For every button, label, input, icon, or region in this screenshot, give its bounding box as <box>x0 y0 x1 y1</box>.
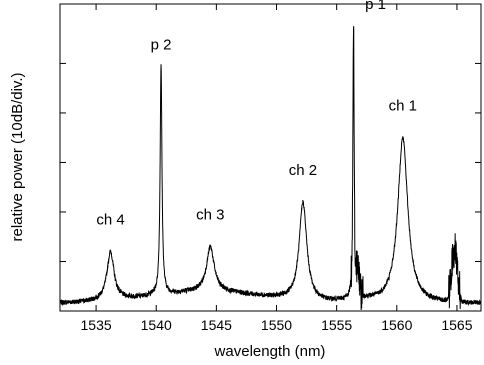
peak-label: ch 2 <box>289 162 317 179</box>
peak-label: p 2 <box>151 37 172 54</box>
x-axis-title: wavelength (nm) <box>214 343 326 360</box>
spectrum-series-line <box>59 26 482 311</box>
peak-label: ch 4 <box>96 211 124 228</box>
plot-frame <box>59 3 482 312</box>
peak-labels: ch 4 p 2 ch 3 ch 2 p 1 ch 1 <box>96 0 417 228</box>
y-axis-ticks <box>60 62 481 312</box>
peak-label: p 1 <box>365 0 386 13</box>
peak-label: ch 3 <box>196 206 224 223</box>
x-axis-ticks: 1535 1540 1545 1550 1555 1560 1565 <box>81 4 473 333</box>
x-tick-label: 1545 <box>201 317 232 333</box>
x-tick-label: 1540 <box>141 317 172 333</box>
x-tick-label: 1555 <box>321 317 352 333</box>
x-tick-label: 1550 <box>261 317 292 333</box>
x-tick-label: 1565 <box>441 317 472 333</box>
x-tick-label: 1560 <box>381 317 412 333</box>
y-axis-title: relative power (10dB/div.) <box>9 73 26 242</box>
x-tick-label: 1535 <box>81 317 112 333</box>
peak-label: ch 1 <box>389 97 417 114</box>
